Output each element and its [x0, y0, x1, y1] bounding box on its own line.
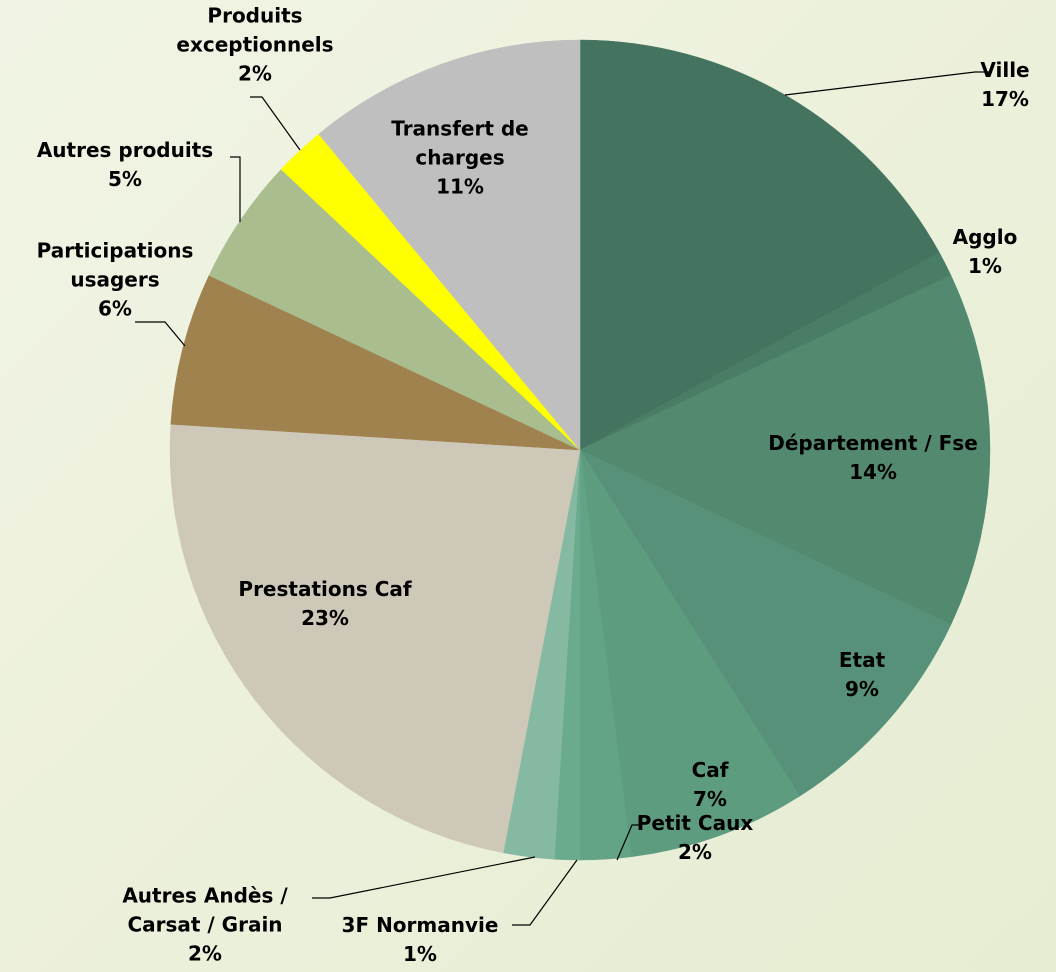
- leader-line: [784, 71, 990, 96]
- slice-name: Ville: [980, 58, 1030, 82]
- pie-slice: [579, 449, 952, 797]
- slice-value: 7%: [693, 787, 727, 811]
- pie-slice: [579, 39, 940, 451]
- slice-value: 2%: [678, 840, 712, 864]
- pie-slice: [579, 449, 801, 858]
- slice-label: Produits exceptionnels 2%: [155, 2, 355, 89]
- slice-name: Caf: [691, 758, 729, 782]
- slice-value: 1%: [403, 942, 437, 966]
- leader-line: [135, 321, 186, 347]
- leader-line: [312, 856, 536, 899]
- slice-value: 6%: [98, 296, 132, 321]
- slice-label: Autres produits 5%: [10, 136, 240, 194]
- slice-value: 9%: [845, 677, 879, 701]
- pie-slice: [579, 275, 991, 625]
- slice-label: Agglo 1%: [940, 223, 1030, 281]
- pie-slice: [318, 39, 581, 451]
- slice-label: 3F Normanvie 1%: [320, 911, 520, 969]
- leader-line: [512, 859, 578, 926]
- slice-label: Ville 17%: [960, 56, 1050, 114]
- leader-line: [616, 824, 640, 861]
- slice-name: 3F Normanvie: [341, 913, 499, 937]
- slice-value: 11%: [436, 174, 484, 199]
- slice-label: Autres Andès / Carsat / Grain 2%: [98, 882, 313, 969]
- slice-value: 2%: [238, 61, 272, 86]
- pie-slice: [169, 423, 581, 854]
- leader-line: [230, 156, 241, 222]
- slice-value: 23%: [301, 606, 349, 630]
- slice-value: 17%: [981, 87, 1029, 111]
- slice-name: Transfert de charges: [391, 116, 529, 170]
- leader-line: [250, 96, 301, 151]
- slice-label: Prestations Caf 23%: [205, 575, 445, 633]
- slice-name: Autres Andès / Carsat / Grain: [122, 883, 288, 937]
- slice-name: Prestations Caf: [238, 577, 412, 601]
- slice-value: 1%: [968, 254, 1002, 278]
- slice-label: Petit Caux 2%: [615, 809, 775, 867]
- slice-value: 14%: [849, 460, 897, 484]
- slice-label: Participations usagers 6%: [15, 237, 215, 324]
- slice-value: 2%: [188, 941, 222, 966]
- slice-name: Département / Fse: [768, 431, 978, 455]
- slice-name: Etat: [838, 648, 886, 672]
- slice-label: Transfert de charges 11%: [373, 115, 548, 202]
- slice-name: Agglo: [952, 225, 1018, 249]
- slice-value: 5%: [108, 167, 142, 191]
- slice-name: Autres produits: [36, 138, 214, 162]
- pie-slice: [170, 275, 581, 451]
- slice-label: Etat 9%: [817, 646, 907, 704]
- slice-label: Département / Fse 14%: [766, 429, 981, 487]
- slice-name: Petit Caux: [636, 811, 754, 835]
- slice-name: Produits exceptionnels: [176, 3, 334, 57]
- slice-label: Caf 7%: [665, 756, 755, 814]
- slice-name: Participations usagers: [36, 238, 194, 292]
